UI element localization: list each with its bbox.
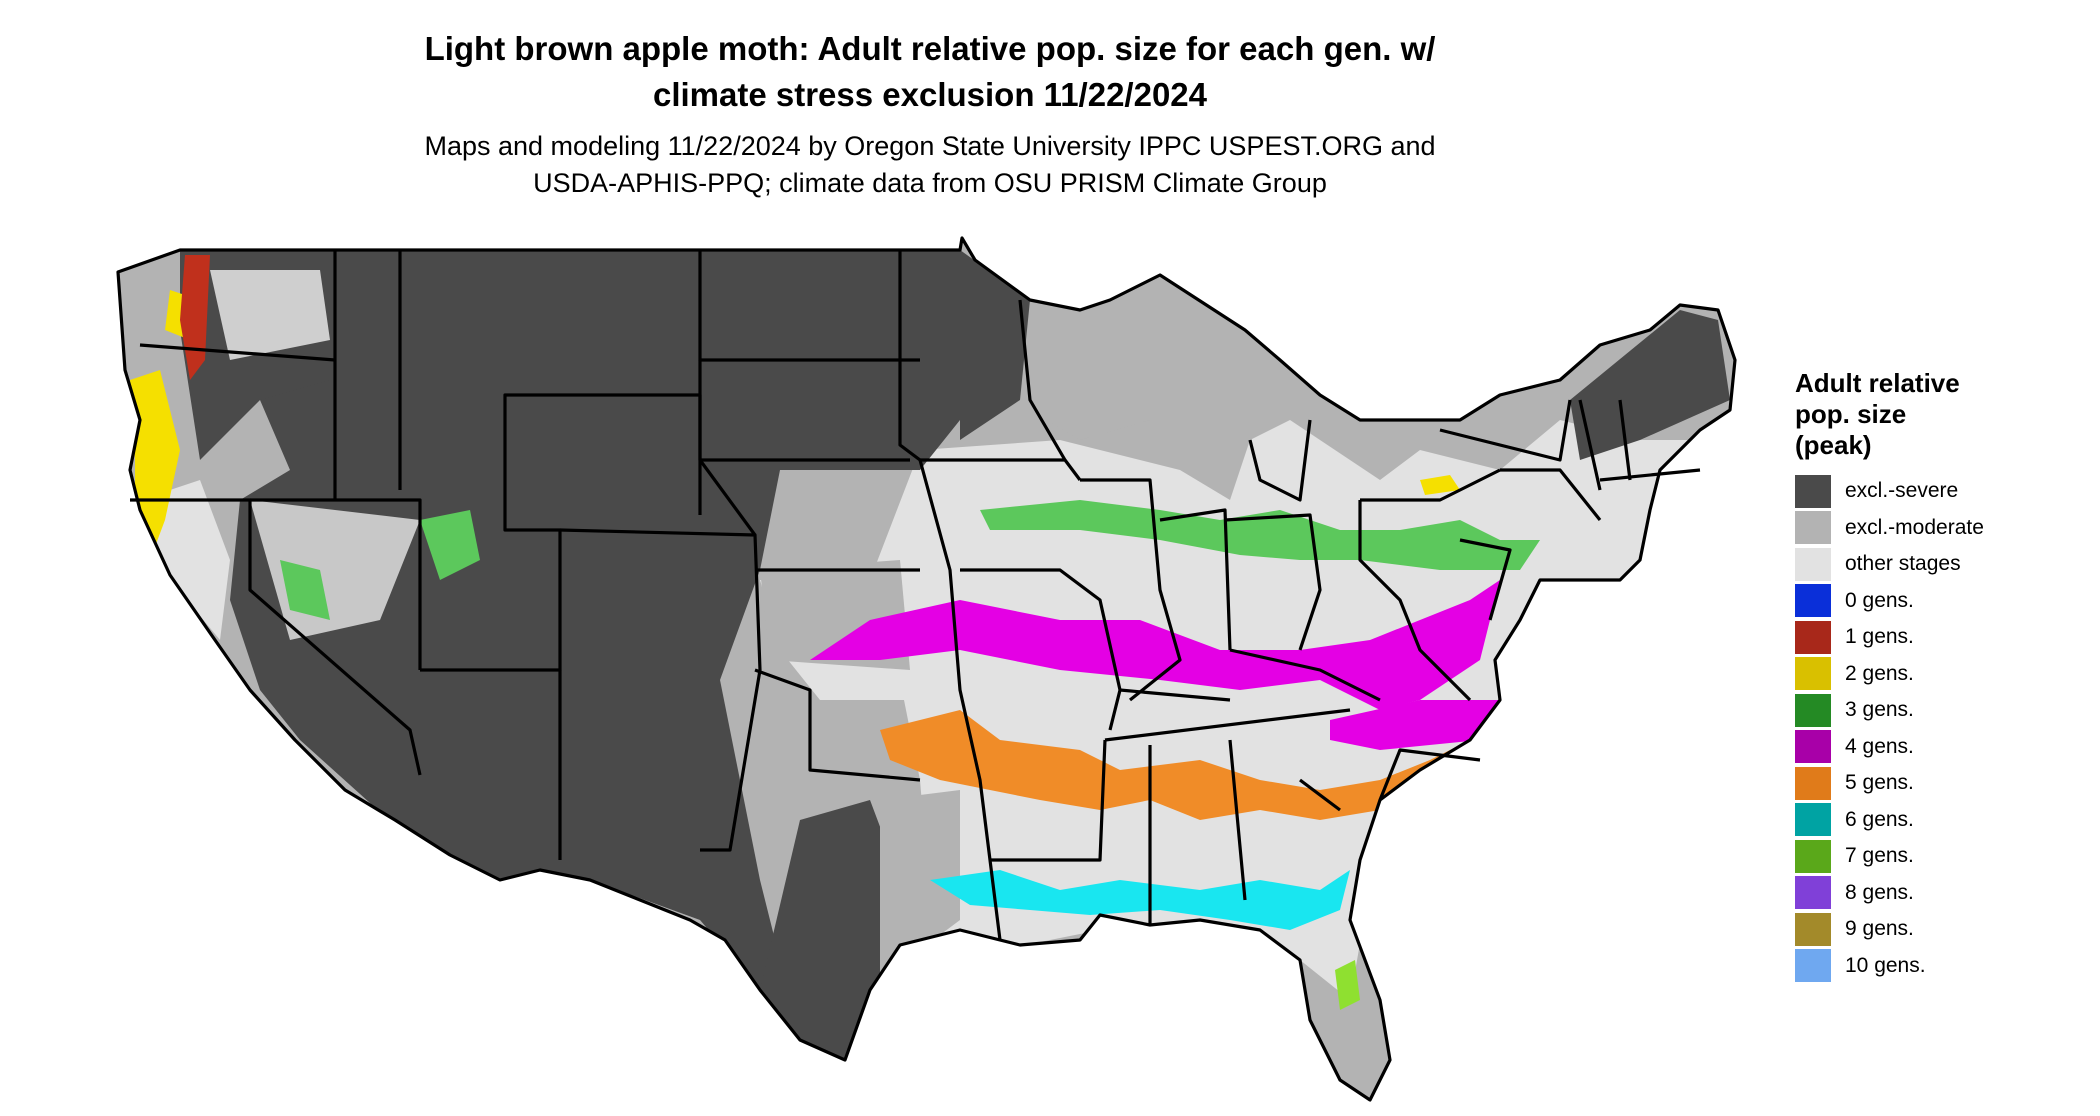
legend-item-4-gens: 4 gens. (1795, 729, 2085, 766)
legend-swatch (1795, 693, 1831, 727)
legend-swatch (1795, 511, 1831, 545)
legend-label: 10 gens. (1845, 953, 1926, 977)
legend-swatch (1795, 839, 1831, 873)
legend-swatch (1795, 584, 1831, 618)
patch-moderate-wi (1030, 330, 1150, 440)
legend-item-9-gens: 9 gens. (1795, 911, 2085, 948)
map-title: Light brown apple moth: Adult relative p… (180, 26, 1680, 118)
legend-label: 2 gens. (1845, 661, 1914, 685)
legend-item-7-gens: 7 gens. (1795, 838, 2085, 875)
legend-item-excl-severe: excl.-severe (1795, 473, 2085, 510)
legend-label: excl.-moderate (1845, 515, 1984, 539)
region-excl-severe-texas (760, 800, 900, 1060)
subtitle-line-1: Maps and modeling 11/22/2024 by Oregon S… (424, 131, 1436, 161)
legend-item-3-gens: 3 gens. (1795, 692, 2085, 729)
legend-label: excl.-severe (1845, 479, 1959, 503)
legend-title-line-3: (peak) (1795, 430, 1872, 460)
legend-title: Adult relative pop. size (peak) (1795, 368, 2085, 461)
legend-swatch (1795, 876, 1831, 910)
legend-label: 0 gens. (1845, 588, 1914, 612)
state-boundaries (116, 236, 1737, 1102)
region-excl-severe-north (960, 250, 1030, 440)
legend-swatch (1795, 547, 1831, 581)
legend-label: 8 gens. (1845, 880, 1914, 904)
band-2-gens-ny (1420, 475, 1460, 495)
legend-swatch (1795, 949, 1831, 983)
map-subtitle: Maps and modeling 11/22/2024 by Oregon S… (180, 128, 1680, 202)
legend-item-excl-moderate: excl.-moderate (1795, 510, 2085, 547)
legend-label: 4 gens. (1845, 734, 1914, 758)
legend-title-line-1: Adult relative (1795, 368, 1960, 398)
legend-swatch (1795, 474, 1831, 508)
legend-swatch (1795, 803, 1831, 837)
legend-swatch (1795, 620, 1831, 654)
legend-swatch (1795, 912, 1831, 946)
band-3-gens-nv (280, 560, 330, 620)
band-7-gens-fl (1335, 960, 1360, 1010)
patch-light-wa (210, 270, 330, 360)
title-line-2: climate stress exclusion 11/22/2024 (652, 76, 1208, 113)
legend-swatch (1795, 766, 1831, 800)
legend: Adult relative pop. size (peak) excl.-se… (1795, 368, 2085, 984)
legend-label: other stages (1845, 552, 1961, 576)
band-3-gens-west (420, 510, 480, 580)
legend-item-other-stages: other stages (1795, 546, 2085, 583)
legend-item-6-gens: 6 gens. (1795, 802, 2085, 839)
legend-title-line-2: pop. size (1795, 399, 1907, 429)
legend-label: 6 gens. (1845, 807, 1914, 831)
title-line-1: Light brown apple moth: Adult relative p… (424, 30, 1436, 67)
band-5-gens (880, 710, 1470, 820)
legend-item-10-gens: 10 gens. (1795, 948, 2085, 985)
legend-swatch (1795, 657, 1831, 691)
legend-item-8-gens: 8 gens. (1795, 875, 2085, 912)
band-4-gens (810, 580, 1500, 710)
subtitle-line-2: USDA-APHIS-PPQ; climate data from OSU PR… (533, 168, 1327, 198)
legend-label: 7 gens. (1845, 844, 1914, 868)
region-excl-severe-maine (1570, 310, 1730, 460)
region-excl-severe-west (230, 250, 975, 1040)
legend-label: 5 gens. (1845, 771, 1914, 795)
legend-item-1-gens: 1 gens. (1795, 619, 2085, 656)
band-3-gens (980, 500, 1540, 570)
legend-item-2-gens: 2 gens. (1795, 656, 2085, 693)
legend-item-0-gens: 0 gens. (1795, 583, 2085, 620)
legend-item-5-gens: 5 gens. (1795, 765, 2085, 802)
legend-swatch (1795, 730, 1831, 764)
us-map (116, 236, 1737, 1102)
legend-label: 1 gens. (1845, 625, 1914, 649)
band-4-gens-south (1330, 700, 1500, 750)
legend-label: 3 gens. (1845, 698, 1914, 722)
legend-label: 9 gens. (1845, 917, 1914, 941)
patch-moderate-tx (880, 790, 960, 980)
